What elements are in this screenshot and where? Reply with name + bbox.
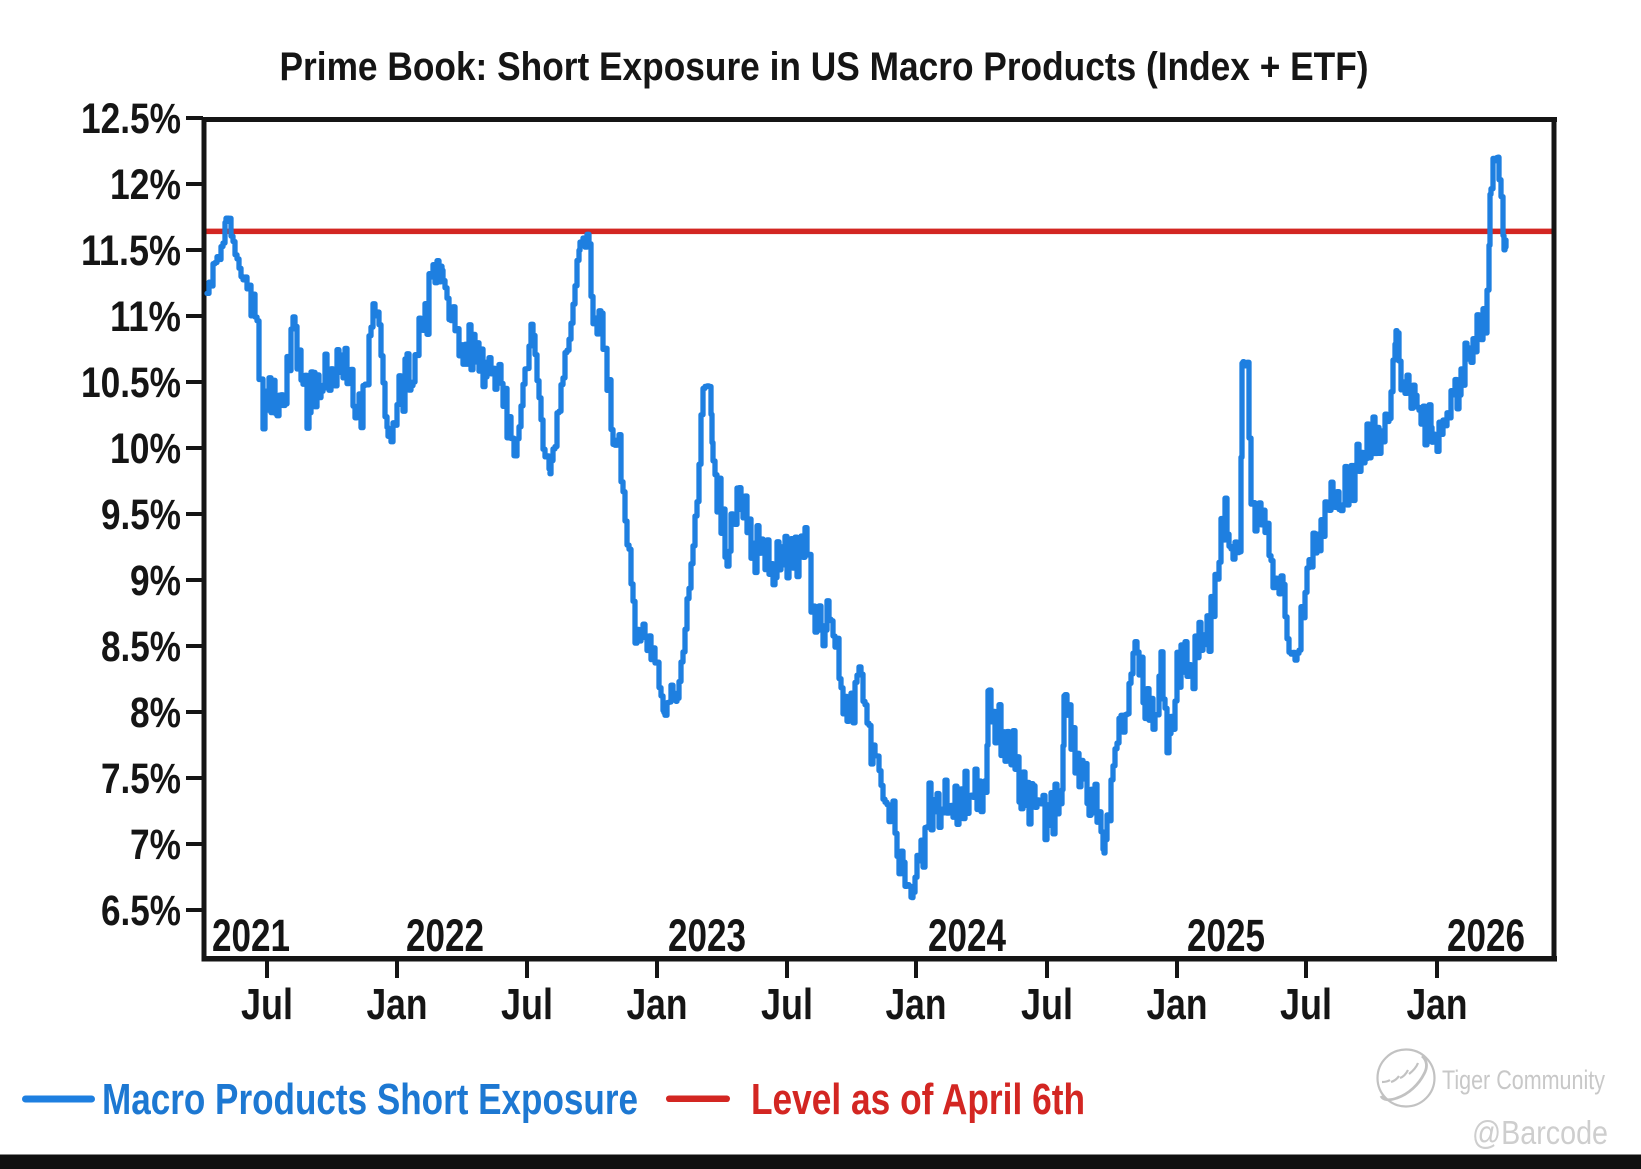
- svg-text:2026: 2026: [1447, 910, 1525, 961]
- svg-text:8.5%: 8.5%: [101, 623, 181, 671]
- svg-text:7.5%: 7.5%: [101, 755, 181, 803]
- svg-text:6.5%: 6.5%: [101, 887, 181, 935]
- svg-text:9%: 9%: [130, 557, 181, 605]
- svg-text:2021: 2021: [212, 910, 290, 961]
- svg-text:Level as of April 6th: Level as of April 6th: [751, 1075, 1085, 1124]
- svg-text:Jul: Jul: [1280, 980, 1332, 1029]
- svg-text:10%: 10%: [110, 425, 181, 473]
- svg-text:8%: 8%: [130, 689, 181, 737]
- svg-text:12.5%: 12.5%: [81, 95, 181, 143]
- svg-text:Jul: Jul: [761, 980, 813, 1029]
- svg-text:Jul: Jul: [501, 980, 553, 1029]
- svg-text:11%: 11%: [110, 293, 181, 341]
- svg-text:Tiger Community: Tiger Community: [1442, 1065, 1605, 1095]
- svg-text:Jan: Jan: [886, 980, 947, 1029]
- svg-text:2022: 2022: [406, 910, 484, 961]
- svg-text:Jan: Jan: [1407, 980, 1468, 1029]
- svg-text:Macro Products Short Exposure: Macro Products Short Exposure: [102, 1075, 638, 1124]
- svg-text:Jan: Jan: [367, 980, 428, 1029]
- svg-text:@Barcode: @Barcode: [1472, 1114, 1608, 1151]
- svg-text:Jul: Jul: [1021, 980, 1073, 1029]
- svg-text:12%: 12%: [110, 161, 181, 209]
- svg-text:11.5%: 11.5%: [81, 227, 181, 275]
- svg-text:7%: 7%: [130, 821, 181, 869]
- svg-text:Prime Book: Short Exposure in: Prime Book: Short Exposure in US Macro P…: [280, 45, 1369, 89]
- svg-text:2023: 2023: [668, 910, 746, 961]
- svg-text:Jan: Jan: [627, 980, 688, 1029]
- svg-text:2024: 2024: [928, 910, 1007, 961]
- svg-text:9.5%: 9.5%: [101, 491, 181, 539]
- svg-text:2025: 2025: [1187, 910, 1265, 961]
- svg-text:Jul: Jul: [241, 980, 293, 1029]
- svg-text:10.5%: 10.5%: [81, 359, 181, 407]
- svg-text:Jan: Jan: [1147, 980, 1208, 1029]
